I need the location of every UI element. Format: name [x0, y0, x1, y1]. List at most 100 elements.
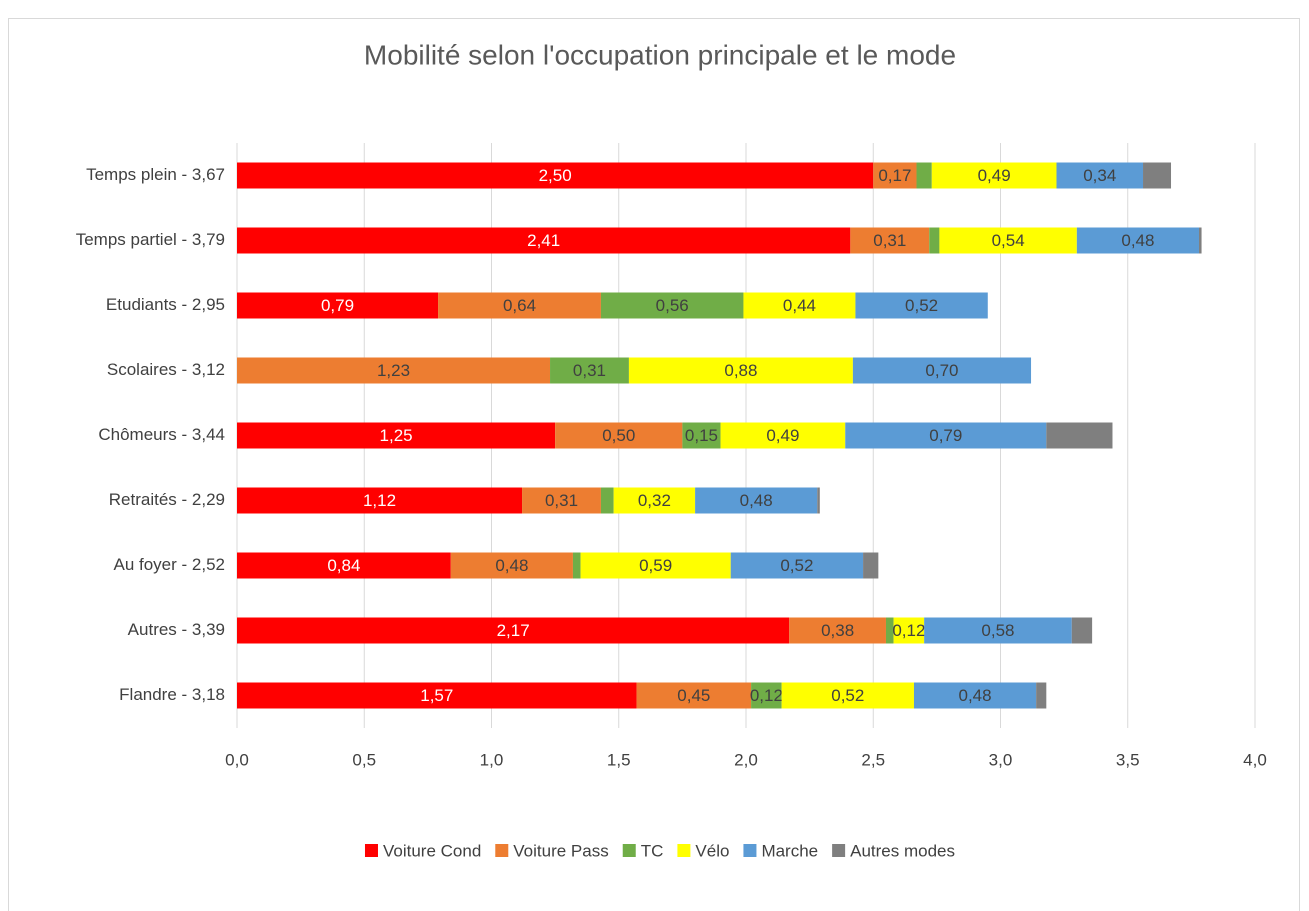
data-label: 1,25 [380, 426, 413, 445]
bar-segment [237, 552, 451, 579]
data-label: 0,49 [978, 166, 1011, 185]
bar-segment [600, 487, 614, 514]
y-tick-label: Chômeurs - 3,44 [98, 425, 225, 444]
legend-label: Vélo [695, 841, 729, 860]
legend-label: Autres modes [850, 841, 955, 860]
data-label: 0,64 [503, 296, 536, 315]
bar-segment [550, 357, 629, 384]
bar-segment [817, 487, 820, 514]
legend-swatch [743, 844, 757, 857]
y-tick-label: Temps partiel - 3,79 [76, 230, 225, 249]
bar-segment [572, 552, 581, 579]
bar-segment [1076, 227, 1200, 254]
bar-segment [743, 292, 856, 319]
legend-swatch [832, 844, 846, 857]
chart-title: Mobilité selon l'occupation principale e… [364, 39, 956, 70]
data-label: 0,70 [925, 361, 958, 380]
bar-segment [863, 552, 879, 579]
bar-segment [1071, 617, 1093, 644]
bar-segment [237, 357, 551, 384]
y-tick-label: Temps plein - 3,67 [86, 165, 225, 184]
bar-segment [600, 292, 744, 319]
bar-segment [939, 227, 1077, 254]
data-label: 0,38 [821, 621, 854, 640]
data-label: 0,49 [766, 426, 799, 445]
bar-segment [237, 682, 637, 709]
bar-segment [751, 682, 782, 709]
bar-segment [850, 227, 930, 254]
bar-segment [885, 617, 894, 644]
data-label: 0,52 [831, 686, 864, 705]
data-label: 0,52 [905, 296, 938, 315]
bar-segment [931, 162, 1057, 189]
bar-segment [695, 487, 818, 514]
x-tick-label: 4,0 [1243, 750, 1267, 769]
y-tick-label: Etudiants - 2,95 [106, 295, 225, 314]
data-label: 0,48 [1121, 231, 1154, 250]
bar-segment [855, 292, 988, 319]
bar-segment [237, 617, 790, 644]
bar-segment [845, 422, 1047, 449]
legend-label: Voiture Cond [383, 841, 481, 860]
bar-segment [781, 682, 914, 709]
chart-border [8, 18, 1300, 911]
data-label: 1,57 [420, 686, 453, 705]
data-label: 0,54 [992, 231, 1025, 250]
bar-segment [636, 682, 752, 709]
data-label: 2,17 [497, 621, 530, 640]
data-label: 0,59 [639, 556, 672, 575]
data-label: 1,12 [363, 491, 396, 510]
x-tick-label: 0,0 [225, 750, 249, 769]
data-label: 0,12 [892, 621, 925, 640]
x-tick-label: 1,0 [480, 750, 504, 769]
bar-segment [237, 162, 874, 189]
legend-label: Marche [761, 841, 818, 860]
data-label: 0,32 [638, 491, 671, 510]
x-tick-label: 2,5 [861, 750, 885, 769]
x-tick-label: 3,5 [1116, 750, 1140, 769]
data-label: 0,50 [602, 426, 635, 445]
data-label: 0,48 [495, 556, 528, 575]
data-label: 2,41 [527, 231, 560, 250]
data-label: 1,23 [377, 361, 410, 380]
bar-segment [720, 422, 846, 449]
bar-segment [916, 162, 932, 189]
x-tick-label: 3,0 [989, 750, 1013, 769]
y-tick-label: Au foyer - 2,52 [113, 555, 225, 574]
bar-segment [522, 487, 601, 514]
bar-segment [913, 682, 1037, 709]
data-label: 0,48 [959, 686, 992, 705]
bar-segment [682, 422, 721, 449]
bar-segment [555, 422, 683, 449]
legend-swatch [677, 844, 691, 857]
legend-label: TC [641, 841, 664, 860]
data-label: 0,45 [677, 686, 710, 705]
data-label: 0,31 [545, 491, 578, 510]
bar-segment [924, 617, 1072, 644]
bar-segment [852, 357, 1032, 384]
data-label: 0,31 [573, 361, 606, 380]
bar-segment [789, 617, 886, 644]
bar-segment [730, 552, 864, 579]
data-label: 0,58 [981, 621, 1014, 640]
bar-segment [237, 487, 523, 514]
x-tick-label: 1,5 [607, 750, 631, 769]
legend-swatch [364, 844, 378, 857]
legend-label: Voiture Pass [513, 841, 608, 860]
y-tick-label: Retraités - 2,29 [109, 490, 225, 509]
legend-swatch [495, 844, 509, 857]
bar-segment [1143, 162, 1172, 189]
bar-segment [873, 162, 917, 189]
bar-segment [580, 552, 731, 579]
data-label: 0,34 [1083, 166, 1116, 185]
data-label: 0,15 [685, 426, 718, 445]
data-label: 0,84 [327, 556, 360, 575]
legend-swatch [622, 844, 636, 857]
bar-segment [613, 487, 696, 514]
data-label: 0,12 [750, 686, 783, 705]
data-label: 0,79 [321, 296, 354, 315]
data-label: 2,50 [539, 166, 572, 185]
bar-segment [237, 227, 851, 254]
x-tick-label: 2,0 [734, 750, 758, 769]
